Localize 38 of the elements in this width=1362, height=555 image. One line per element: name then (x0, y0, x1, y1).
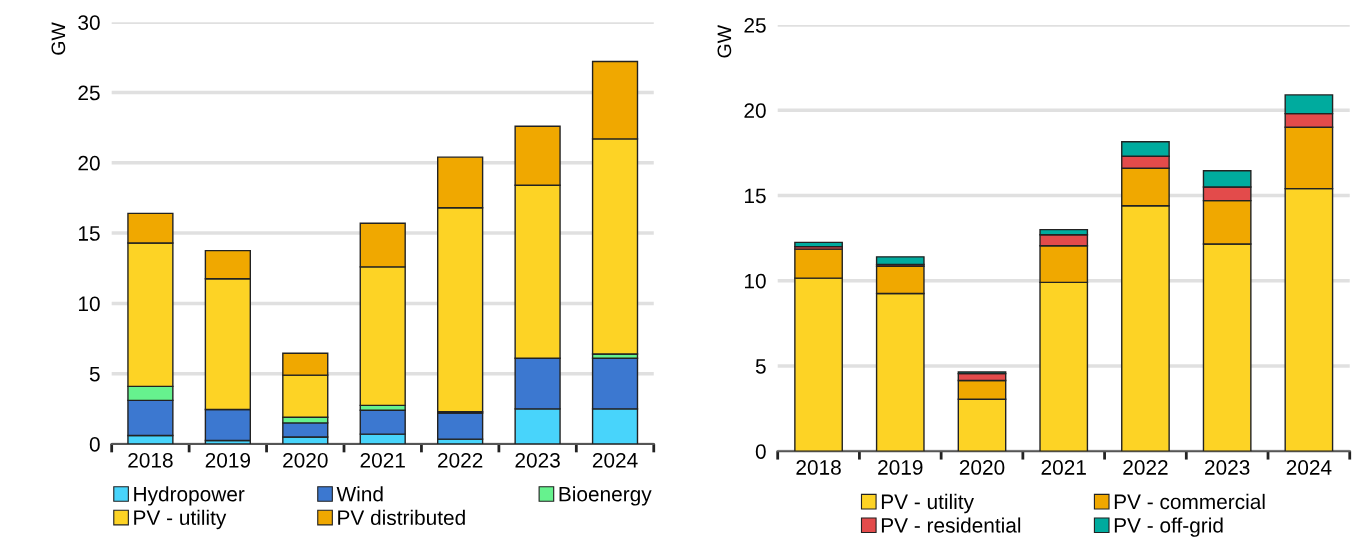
y-tick-label: 20 (744, 103, 766, 118)
x-tick-label: 2018 (796, 460, 841, 475)
legend-label: Bioenergy (559, 486, 652, 506)
y-tick-label: 20 (78, 155, 100, 171)
y-tick-label: 10 (745, 273, 766, 289)
x-tick-label: 2019 (205, 452, 251, 468)
legend-label: PV - utility (134, 509, 227, 530)
x-tick-label: 2022 (438, 452, 483, 468)
y-tick-label: 0 (755, 444, 766, 459)
y-tick-label: 0 (89, 437, 100, 452)
y-tick-label: 25 (78, 85, 100, 101)
x-tick-label: 2021 (1041, 460, 1086, 475)
legend-label: PV - off-grid (1114, 517, 1223, 537)
x-tick-label: 2023 (515, 452, 560, 468)
y-tick-label: 10 (78, 296, 100, 312)
legend-label: PV - commercial (1114, 493, 1265, 510)
x-tick-label: 2020 (283, 452, 328, 468)
y-tick-label: 15 (78, 226, 100, 241)
y-tick-label: 5 (89, 366, 100, 382)
y-tick-label: 30 (78, 15, 100, 30)
legend-label: PV - residential (881, 517, 1021, 533)
x-tick-label: 2022 (1123, 460, 1168, 475)
x-tick-label: 2019 (878, 460, 923, 475)
legend-label: Wind (336, 486, 383, 502)
x-tick-label: 2024 (1286, 460, 1332, 475)
legend-label: Hydropower (134, 486, 245, 506)
legend-label: PV distributed (338, 509, 465, 526)
y-tick-label: 25 (744, 17, 766, 33)
y-axis-title: GW (717, 25, 732, 58)
y-axis-title: GW (51, 22, 66, 55)
y-tick-label: 15 (745, 188, 766, 204)
legend-label: PV - utility (881, 493, 974, 514)
x-tick-label: 2020 (959, 460, 1005, 475)
x-tick-label: 2018 (128, 452, 173, 468)
x-tick-label: 2021 (360, 452, 405, 468)
y-tick-label: 5 (755, 359, 766, 374)
x-tick-label: 2023 (1205, 460, 1250, 475)
x-tick-label: 2024 (592, 452, 638, 468)
